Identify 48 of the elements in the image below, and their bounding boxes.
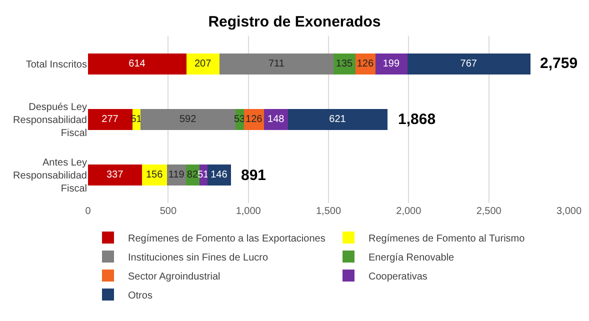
total-label: 1,868 <box>398 111 436 128</box>
data-label: 711 <box>268 58 285 70</box>
legend-label: Regímenes de Fomento al Turismo <box>368 233 526 244</box>
bar <box>140 108 236 130</box>
legend-label: Sector Agroindustrial <box>128 271 220 282</box>
y-tick-label: Después Ley Responsabilidad Fiscal <box>13 102 87 139</box>
data-label: 126 <box>356 58 374 70</box>
legend-label: Cooperativas <box>368 271 428 282</box>
data-label: 126 <box>246 114 263 125</box>
x-tick-label: 500 <box>160 206 177 217</box>
data-label: 148 <box>268 114 285 125</box>
data-label: 621 <box>329 114 346 125</box>
data-label: 277 <box>102 114 119 125</box>
total-label: 891 <box>241 167 266 184</box>
data-label: 156 <box>146 170 164 181</box>
data-label: 337 <box>106 170 124 181</box>
data-label: 119 <box>168 170 185 181</box>
bar <box>288 108 388 130</box>
x-tick-label: 1,500 <box>316 206 342 217</box>
data-label: 767 <box>460 58 478 70</box>
data-label: 51 <box>198 170 210 181</box>
bar <box>407 53 530 74</box>
x-tick-label: 0 <box>85 206 92 217</box>
data-label: 614 <box>128 58 146 70</box>
data-label: 199 <box>382 58 400 70</box>
legend-label: Instituciones sin Fines de Lucro <box>128 252 269 264</box>
bar <box>220 53 334 74</box>
legend-label: Regímenes de Fomento a las Exportaciones <box>128 233 326 244</box>
data-label: 592 <box>179 114 197 125</box>
bar <box>88 108 132 130</box>
data-label: 82 <box>186 170 198 181</box>
bar <box>375 53 408 74</box>
x-tick-label: 2,000 <box>396 206 422 217</box>
x-tick-label: 1,000 <box>236 206 262 217</box>
x-tick-label: 3,000 <box>556 206 582 217</box>
y-tick-label: Total Inscritos <box>26 59 87 70</box>
total-label: 2,759 <box>540 55 578 72</box>
data-label: 135 <box>336 58 354 70</box>
chart-title: Registro de Exonerados <box>208 14 381 31</box>
bar <box>186 53 220 74</box>
x-tick-label: 2,500 <box>476 206 502 217</box>
data-label: 207 <box>194 58 212 70</box>
bar <box>88 164 142 186</box>
legend-label: Otros <box>128 290 152 302</box>
bar <box>88 53 186 74</box>
legend-label: Energía Renovable <box>368 252 455 264</box>
data-label: 146 <box>210 170 228 181</box>
y-tick-label: Antes Ley Responsabilidad Fiscal <box>13 158 87 195</box>
